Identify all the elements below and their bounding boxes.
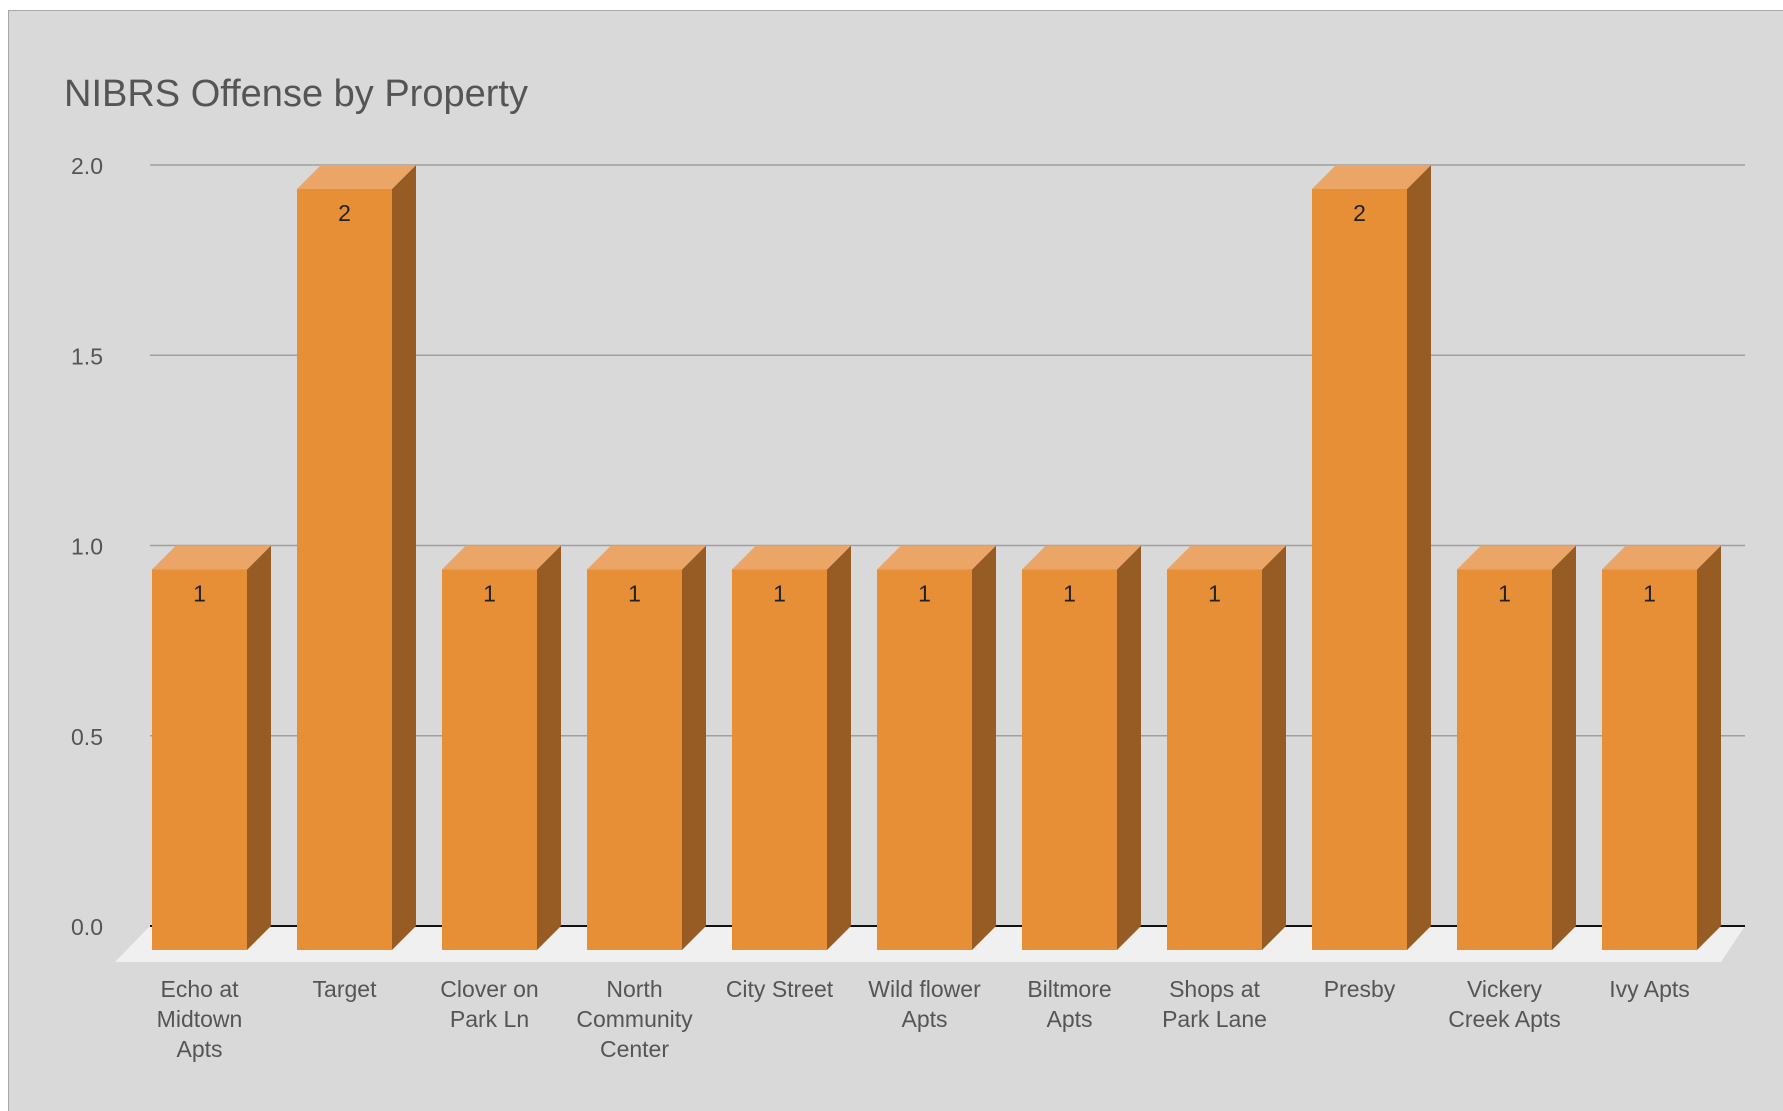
y-tick-label: 1.5	[71, 343, 103, 369]
bar-top	[732, 545, 851, 570]
bar	[732, 569, 827, 950]
x-tick-label: Biltmore Apts	[1027, 976, 1111, 1032]
x-tick-label: Presby	[1324, 976, 1396, 1002]
y-tick-label: 1.0	[71, 534, 103, 560]
x-tick-label: Echo at Midtown Apts	[157, 976, 243, 1062]
data-label: 1	[1063, 581, 1076, 607]
data-label: 2	[1353, 200, 1366, 226]
bar-top	[877, 545, 996, 570]
bar	[587, 569, 682, 950]
data-label: 1	[773, 581, 786, 607]
data-label: 1	[628, 581, 641, 607]
bar-side	[1407, 165, 1431, 950]
bar-top	[442, 545, 561, 570]
bar-side	[827, 545, 851, 950]
bar-top	[297, 165, 416, 189]
x-tick-label: Target	[313, 976, 378, 1002]
y-tick-label: 0.5	[71, 724, 103, 750]
bar-side	[1117, 545, 1141, 950]
chart-title: NIBRS Offense by Property	[64, 73, 528, 115]
bar-top	[1022, 545, 1141, 570]
bar	[1312, 189, 1407, 950]
data-label: 1	[1498, 581, 1511, 607]
bar-top	[587, 545, 706, 570]
data-label: 1	[193, 581, 206, 607]
data-label: 2	[338, 200, 351, 226]
bar-top	[152, 545, 271, 570]
bar-side	[1552, 545, 1576, 950]
bar	[152, 569, 247, 950]
bar	[877, 569, 972, 950]
bar-side	[392, 165, 416, 950]
x-tick-label: North Community Center	[576, 976, 693, 1062]
data-label: 1	[1208, 581, 1221, 607]
data-label: 1	[918, 581, 931, 607]
x-tick-label: Ivy Apts	[1609, 976, 1690, 1002]
y-tick-label: 2.0	[71, 153, 103, 179]
bar-side	[247, 545, 271, 950]
bar	[1602, 569, 1697, 950]
bar	[442, 569, 537, 950]
y-tick-label: 0.0	[71, 914, 103, 940]
bar	[297, 189, 392, 950]
data-label: 1	[483, 581, 496, 607]
x-tick-label: Wild flower Apts	[868, 976, 981, 1032]
bar-side	[537, 545, 561, 950]
x-tick-label: Clover on Park Ln	[440, 976, 538, 1032]
bar-side	[1697, 545, 1721, 950]
bar-side	[1262, 545, 1286, 950]
x-tick-label: Shops at Park Lane	[1162, 976, 1267, 1032]
bar	[1167, 569, 1262, 950]
bar-top	[1602, 545, 1721, 570]
x-tick-label: Vickery Creek Apts	[1448, 976, 1561, 1032]
bar-top	[1312, 165, 1431, 189]
bar	[1022, 569, 1117, 950]
bar	[1457, 569, 1552, 950]
data-label: 1	[1643, 581, 1656, 607]
bar-side	[682, 545, 706, 950]
bar-top	[1167, 545, 1286, 570]
bar-top	[1457, 545, 1576, 570]
x-tick-label: City Street	[726, 976, 834, 1002]
bar-side	[972, 545, 996, 950]
